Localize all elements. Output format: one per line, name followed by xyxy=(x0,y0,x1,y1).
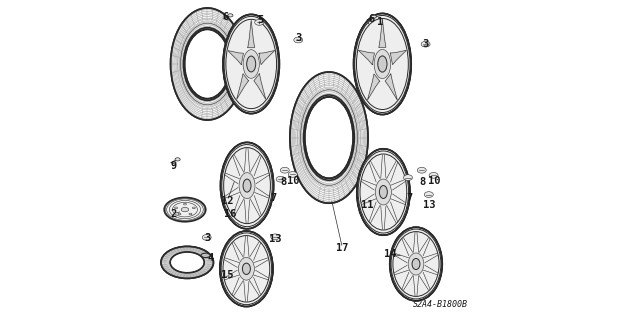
Ellipse shape xyxy=(239,173,255,198)
Ellipse shape xyxy=(184,29,230,99)
Polygon shape xyxy=(237,74,248,99)
Ellipse shape xyxy=(202,235,211,240)
Text: 7: 7 xyxy=(406,193,413,203)
Text: 15: 15 xyxy=(221,270,234,280)
Ellipse shape xyxy=(175,207,177,209)
Ellipse shape xyxy=(255,20,264,25)
Polygon shape xyxy=(248,20,255,48)
Ellipse shape xyxy=(412,259,420,269)
Ellipse shape xyxy=(193,207,195,209)
Text: 11: 11 xyxy=(361,200,374,210)
Ellipse shape xyxy=(164,197,206,222)
Ellipse shape xyxy=(378,56,387,72)
Polygon shape xyxy=(385,74,397,100)
Text: 8: 8 xyxy=(419,177,426,187)
Ellipse shape xyxy=(404,175,413,180)
Polygon shape xyxy=(358,50,374,65)
Ellipse shape xyxy=(228,14,233,17)
Text: 6: 6 xyxy=(368,14,374,24)
Ellipse shape xyxy=(357,149,410,235)
Ellipse shape xyxy=(181,207,189,212)
Ellipse shape xyxy=(290,72,368,203)
Text: 8: 8 xyxy=(280,177,286,187)
Ellipse shape xyxy=(294,37,303,43)
Ellipse shape xyxy=(424,192,433,197)
Ellipse shape xyxy=(161,246,214,278)
Ellipse shape xyxy=(178,213,181,215)
Ellipse shape xyxy=(170,8,244,120)
Text: 17: 17 xyxy=(336,243,349,253)
Ellipse shape xyxy=(243,50,259,78)
Text: 4: 4 xyxy=(207,252,214,263)
Text: 12: 12 xyxy=(221,196,234,206)
Text: 3: 3 xyxy=(422,39,429,49)
Ellipse shape xyxy=(288,172,297,177)
Ellipse shape xyxy=(175,158,180,161)
Text: 2: 2 xyxy=(170,209,177,219)
Text: 7: 7 xyxy=(271,193,276,203)
Ellipse shape xyxy=(374,49,390,79)
Ellipse shape xyxy=(243,179,251,192)
Ellipse shape xyxy=(371,15,376,18)
Text: 5: 5 xyxy=(258,15,264,25)
Ellipse shape xyxy=(353,13,412,115)
Ellipse shape xyxy=(390,227,442,301)
Ellipse shape xyxy=(380,186,387,198)
Text: 3: 3 xyxy=(204,233,211,244)
Ellipse shape xyxy=(223,14,280,114)
Text: 3: 3 xyxy=(295,33,301,43)
Text: 10: 10 xyxy=(287,176,299,186)
Text: 13: 13 xyxy=(422,200,435,210)
Polygon shape xyxy=(379,20,386,47)
Ellipse shape xyxy=(376,179,391,205)
Text: 13: 13 xyxy=(269,234,282,244)
Text: 9: 9 xyxy=(170,161,177,172)
Ellipse shape xyxy=(243,263,250,275)
Ellipse shape xyxy=(220,142,274,229)
Polygon shape xyxy=(259,51,275,65)
Ellipse shape xyxy=(246,56,256,72)
Ellipse shape xyxy=(421,41,430,47)
Ellipse shape xyxy=(271,234,280,240)
Polygon shape xyxy=(367,74,380,100)
Text: S2A4-B1800B: S2A4-B1800B xyxy=(413,300,468,309)
Polygon shape xyxy=(390,50,406,65)
Ellipse shape xyxy=(239,258,254,280)
Polygon shape xyxy=(228,51,243,65)
Ellipse shape xyxy=(189,213,192,215)
Ellipse shape xyxy=(184,203,186,205)
Text: 14: 14 xyxy=(384,249,397,260)
Ellipse shape xyxy=(276,176,285,182)
Ellipse shape xyxy=(429,172,438,178)
Ellipse shape xyxy=(220,231,273,307)
Ellipse shape xyxy=(408,253,424,275)
Text: 10: 10 xyxy=(428,176,440,186)
Ellipse shape xyxy=(417,167,426,173)
Ellipse shape xyxy=(280,167,289,173)
Text: 16: 16 xyxy=(223,209,236,219)
Text: 1: 1 xyxy=(377,17,383,27)
Polygon shape xyxy=(254,74,266,99)
Ellipse shape xyxy=(305,97,353,178)
Ellipse shape xyxy=(170,252,204,273)
Text: 6: 6 xyxy=(223,12,228,22)
